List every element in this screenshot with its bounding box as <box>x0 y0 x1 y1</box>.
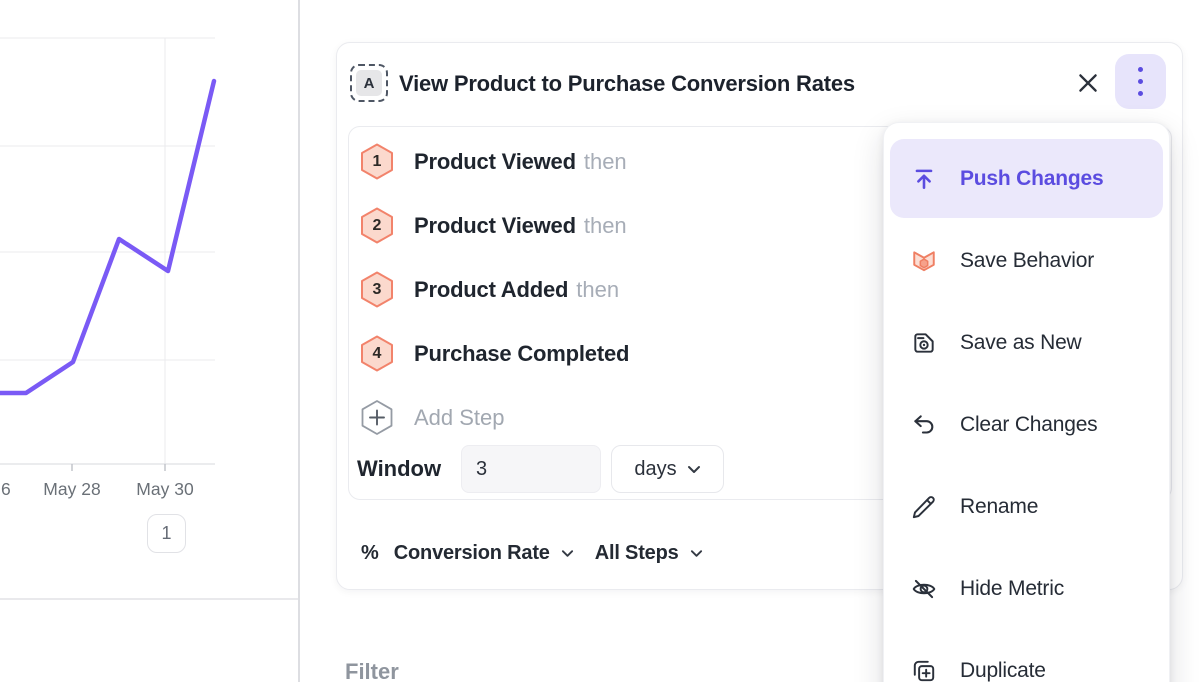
undo-icon <box>911 412 937 438</box>
behavior-icon <box>911 248 937 274</box>
step-number-badge: 4 <box>360 335 394 372</box>
chevron-down-icon <box>687 461 701 479</box>
metric-letter: A <box>356 70 382 96</box>
window-unit-select[interactable]: days <box>611 445 724 493</box>
menu-item-clear-changes[interactable]: Clear Changes <box>890 385 1163 464</box>
pagination-page-button[interactable]: 1 <box>147 514 186 553</box>
window-label: Window <box>357 456 442 481</box>
metric-options-button[interactable] <box>1115 54 1166 109</box>
step-event-name: Product Viewed <box>414 148 576 174</box>
conversion-rate-line <box>0 78 217 396</box>
step-connector: then <box>583 148 627 174</box>
x-axis-label: May 30 <box>136 479 194 499</box>
step-event-name: Purchase Completed <box>414 340 630 366</box>
step-connector: then <box>583 212 627 238</box>
step-event-name: Product Added <box>414 276 569 302</box>
percent-symbol: % <box>361 541 379 564</box>
eye-off-icon <box>911 576 937 602</box>
menu-item-push-changes[interactable]: Push Changes <box>890 139 1163 218</box>
window-value-input[interactable] <box>461 445 601 493</box>
funnel-step-2[interactable]: 2 Product Viewed then <box>360 207 627 244</box>
section-divider <box>0 598 298 600</box>
x-axis-label: 6 <box>1 479 11 499</box>
step-number-badge: 3 <box>360 271 394 308</box>
kebab-menu-icon <box>1138 67 1143 96</box>
step-number-badge: 2 <box>360 207 394 244</box>
save-as-new-icon <box>911 330 937 356</box>
copy-plus-icon <box>911 658 937 682</box>
metric-scope-dropdown[interactable]: All Steps <box>594 541 679 564</box>
metric-letter-badge[interactable]: A <box>350 64 388 102</box>
chevron-down-icon[interactable] <box>690 545 703 563</box>
close-button[interactable] <box>1072 68 1104 100</box>
metric-type-dropdown[interactable]: Conversion Rate <box>393 541 550 564</box>
funnel-step-1[interactable]: 1 Product Viewed then <box>360 143 627 180</box>
add-step-hexagon-plus-icon <box>360 399 394 436</box>
filter-section-heading: Filter <box>345 659 399 682</box>
menu-item-save-behavior[interactable]: Save Behavior <box>890 221 1163 300</box>
funnel-step-4[interactable]: 4 Purchase Completed <box>360 335 637 372</box>
add-step-button[interactable]: Add Step <box>360 399 505 436</box>
conversion-chart-svg <box>0 37 217 471</box>
metric-type-row: % Conversion Rate All Steps <box>361 538 703 568</box>
panel-divider <box>298 0 300 682</box>
menu-item-hide-metric[interactable]: Hide Metric <box>890 549 1163 628</box>
step-event-name: Product Viewed <box>414 212 576 238</box>
close-icon <box>1075 70 1101 99</box>
push-changes-icon <box>911 166 937 192</box>
menu-item-rename[interactable]: Rename <box>890 467 1163 546</box>
conversion-chart-region: 6 May 28 May 30 1 <box>0 0 298 682</box>
menu-item-save-as-new[interactable]: Save as New <box>890 303 1163 382</box>
step-connector: then <box>576 276 620 302</box>
window-unit-value: days <box>634 457 677 480</box>
menu-item-duplicate[interactable]: Duplicate <box>890 631 1163 682</box>
chevron-down-icon[interactable] <box>561 545 574 563</box>
add-step-label: Add Step <box>414 404 505 430</box>
x-axis-label: May 28 <box>43 479 101 499</box>
metric-title: View Product to Purchase Conversion Rate… <box>399 71 855 96</box>
pencil-icon <box>911 494 937 520</box>
step-number-badge: 1 <box>360 143 394 180</box>
metric-options-menu: Push Changes Save Behavior Save as N <box>883 122 1170 682</box>
funnel-step-3[interactable]: 3 Product Added then <box>360 271 619 308</box>
window-setting-row: Window days <box>357 445 724 493</box>
